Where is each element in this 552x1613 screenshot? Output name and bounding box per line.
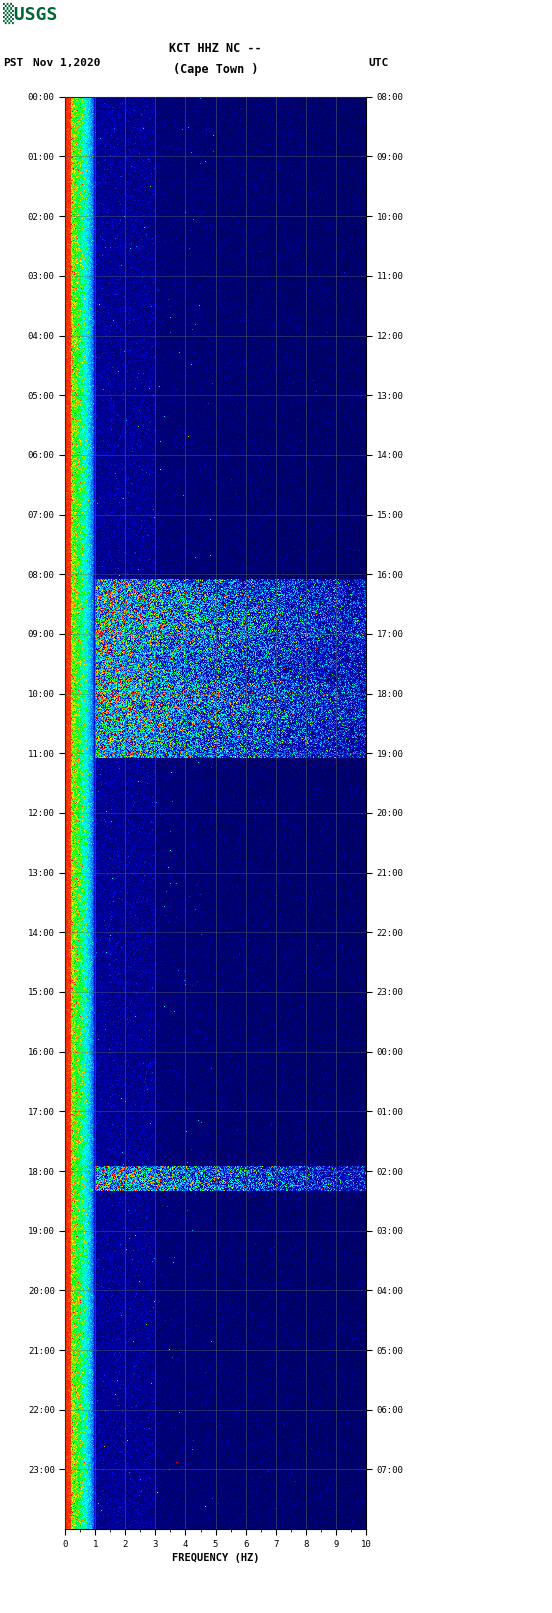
Text: ▒USGS: ▒USGS [3, 3, 57, 24]
Text: UTC: UTC [369, 58, 389, 68]
Text: (Cape Town ): (Cape Town ) [173, 63, 258, 76]
Text: Nov 1,2020: Nov 1,2020 [33, 58, 100, 68]
X-axis label: FREQUENCY (HZ): FREQUENCY (HZ) [172, 1553, 259, 1563]
Text: PST: PST [3, 58, 23, 68]
Text: KCT HHZ NC --: KCT HHZ NC -- [169, 42, 262, 55]
